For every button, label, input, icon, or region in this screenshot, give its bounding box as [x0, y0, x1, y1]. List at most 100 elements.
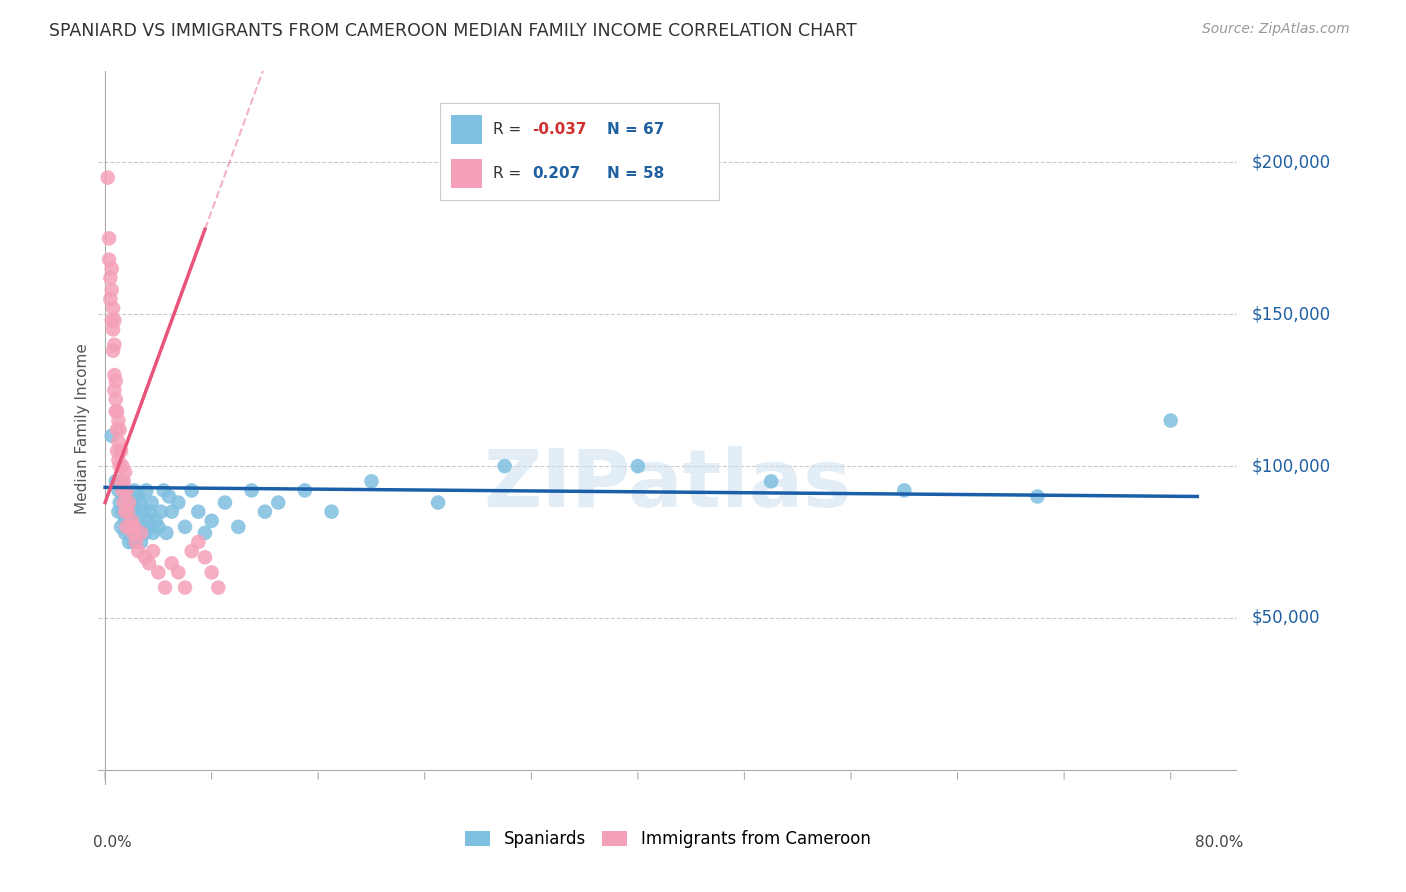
Point	[1160, 413, 1182, 427]
Point	[115, 483, 138, 498]
Point	[127, 490, 149, 504]
Point	[97, 170, 120, 185]
Point	[127, 514, 149, 528]
Point	[207, 581, 229, 595]
Point	[253, 505, 276, 519]
Point	[125, 525, 148, 540]
Point	[157, 490, 180, 504]
Point	[124, 520, 146, 534]
Point	[103, 313, 125, 327]
Point	[108, 459, 131, 474]
Point	[893, 483, 915, 498]
Text: SPANIARD VS IMMIGRANTS FROM CAMEROON MEDIAN FAMILY INCOME CORRELATION CHART: SPANIARD VS IMMIGRANTS FROM CAMEROON MED…	[49, 22, 858, 40]
Point	[103, 368, 125, 382]
Point	[107, 413, 129, 427]
Point	[142, 525, 165, 540]
Point	[125, 505, 148, 519]
Point	[167, 566, 190, 580]
Point	[112, 495, 135, 509]
Point	[360, 475, 382, 489]
Point	[131, 520, 153, 534]
Point	[128, 495, 150, 509]
Point	[114, 505, 136, 519]
Point	[152, 483, 174, 498]
Point	[115, 483, 138, 498]
Point	[100, 270, 122, 285]
Point	[120, 514, 142, 528]
Point	[194, 525, 217, 540]
Point	[110, 475, 132, 489]
Point	[135, 483, 157, 498]
Point	[101, 301, 124, 316]
Point	[118, 535, 141, 549]
Point	[125, 535, 148, 549]
Point	[114, 525, 136, 540]
Point	[160, 556, 183, 570]
Point	[124, 520, 146, 534]
Point	[138, 520, 160, 534]
Point	[105, 444, 128, 458]
Point	[103, 337, 125, 351]
Point	[150, 505, 173, 519]
Point	[98, 231, 121, 245]
Text: 80.0%: 80.0%	[1195, 835, 1243, 850]
Point	[105, 404, 128, 418]
Point	[114, 514, 136, 528]
Point	[174, 520, 197, 534]
Point	[117, 505, 139, 519]
Point	[104, 392, 127, 407]
Point	[107, 505, 129, 519]
Point	[98, 252, 121, 267]
Point	[117, 520, 139, 534]
Point	[167, 495, 190, 509]
Point	[122, 525, 145, 540]
Legend: Spaniards, Immigrants from Cameroon: Spaniards, Immigrants from Cameroon	[465, 830, 870, 848]
Point	[138, 556, 160, 570]
Point	[187, 535, 209, 549]
Point	[180, 483, 202, 498]
Point	[107, 434, 129, 449]
Point	[129, 525, 152, 540]
Point	[111, 459, 134, 474]
Point	[115, 520, 138, 534]
Point	[142, 544, 165, 558]
Point	[100, 313, 122, 327]
Point	[100, 283, 122, 297]
Point	[111, 505, 134, 519]
Point	[136, 514, 159, 528]
Point	[112, 475, 135, 489]
Point	[627, 459, 650, 474]
Point	[1026, 490, 1049, 504]
Text: $200,000: $200,000	[1251, 153, 1330, 171]
Point	[101, 322, 124, 336]
Text: $100,000: $100,000	[1251, 457, 1330, 475]
Point	[101, 343, 124, 358]
Point	[148, 566, 170, 580]
Point	[759, 475, 782, 489]
Text: Source: ZipAtlas.com: Source: ZipAtlas.com	[1202, 22, 1350, 37]
Point	[214, 495, 236, 509]
Point	[121, 505, 143, 519]
Point	[122, 535, 145, 549]
Point	[111, 475, 134, 489]
Point	[100, 292, 122, 306]
Point	[155, 525, 177, 540]
Point	[107, 483, 129, 498]
Point	[118, 490, 141, 504]
Text: ZIPatlas: ZIPatlas	[484, 446, 852, 524]
Point	[145, 514, 167, 528]
Point	[105, 423, 128, 437]
Point	[104, 374, 127, 388]
Point	[118, 495, 141, 509]
Point	[141, 495, 163, 509]
Point	[494, 459, 516, 474]
Point	[115, 495, 138, 509]
Point	[194, 550, 217, 565]
Point	[180, 544, 202, 558]
Point	[110, 520, 132, 534]
Point	[100, 261, 122, 276]
Text: 0.0%: 0.0%	[93, 835, 132, 850]
Point	[148, 520, 170, 534]
Point	[121, 514, 143, 528]
Point	[134, 525, 156, 540]
